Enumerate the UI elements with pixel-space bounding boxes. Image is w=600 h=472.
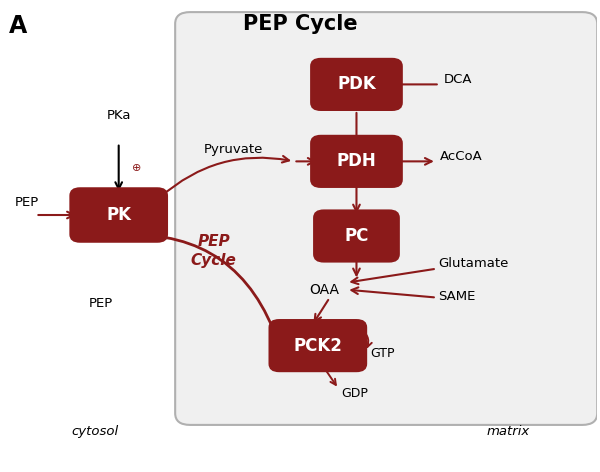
Text: PCK2: PCK2 bbox=[293, 337, 342, 354]
FancyBboxPatch shape bbox=[310, 135, 403, 188]
Text: PEP Cycle: PEP Cycle bbox=[242, 15, 358, 34]
Text: DCA: DCA bbox=[444, 73, 472, 86]
FancyBboxPatch shape bbox=[313, 210, 400, 262]
Text: PEP
Cycle: PEP Cycle bbox=[191, 234, 237, 268]
FancyBboxPatch shape bbox=[70, 187, 168, 243]
FancyBboxPatch shape bbox=[310, 58, 403, 111]
Text: PC: PC bbox=[344, 227, 368, 245]
Text: PDH: PDH bbox=[337, 152, 376, 170]
Text: matrix: matrix bbox=[487, 425, 530, 438]
Text: OAA: OAA bbox=[309, 283, 339, 296]
Text: ⊕: ⊕ bbox=[132, 163, 141, 173]
FancyBboxPatch shape bbox=[175, 12, 597, 425]
Text: Pyruvate: Pyruvate bbox=[204, 143, 263, 156]
Text: AcCoA: AcCoA bbox=[440, 150, 482, 163]
Text: PEP: PEP bbox=[89, 297, 113, 310]
Text: PEP: PEP bbox=[14, 196, 39, 209]
Text: cytosol: cytosol bbox=[71, 425, 118, 438]
Text: PKa: PKa bbox=[106, 109, 131, 122]
Text: PK: PK bbox=[106, 206, 131, 224]
Text: PDK: PDK bbox=[337, 76, 376, 93]
Text: GDP: GDP bbox=[341, 387, 368, 400]
Text: SAME: SAME bbox=[438, 290, 475, 303]
FancyBboxPatch shape bbox=[268, 319, 367, 372]
Text: A: A bbox=[9, 15, 27, 38]
Text: Glutamate: Glutamate bbox=[438, 258, 508, 270]
Text: GTP: GTP bbox=[370, 347, 395, 360]
